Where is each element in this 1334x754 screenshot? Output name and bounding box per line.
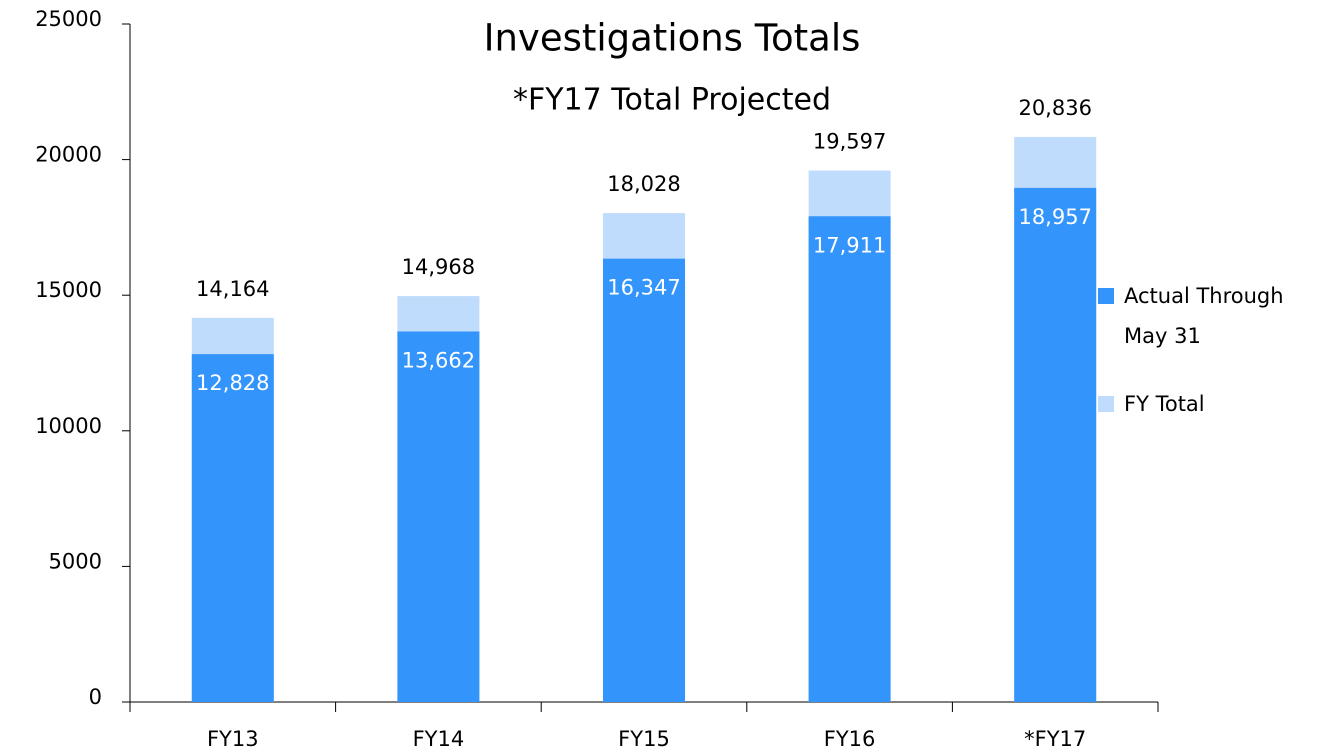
data-label: 12,828: [196, 371, 269, 395]
y-tick-label: 10000: [35, 414, 102, 438]
legend-swatch: [1098, 396, 1114, 412]
y-tick-label: 15000: [35, 278, 102, 302]
data-label: 17,911: [813, 233, 886, 257]
bar: [397, 331, 480, 702]
data-label: 16,347: [607, 276, 680, 300]
legend-label: FY Total: [1124, 392, 1205, 416]
bar: [1014, 187, 1097, 702]
data-label: 20,836: [1018, 96, 1091, 120]
y-tick-label: 0: [89, 685, 102, 709]
data-label: 19,597: [813, 130, 886, 154]
y-tick-label: 20000: [35, 143, 102, 167]
x-tick-label: *FY17: [1024, 727, 1086, 751]
data-label: 18,028: [607, 172, 680, 196]
chart-subtitle: *FY17 Total Projected: [513, 83, 831, 118]
x-tick-label: FY16: [824, 727, 876, 751]
x-tick-label: FY15: [618, 727, 670, 751]
chart-title: Investigations Totals: [484, 17, 861, 60]
bar: [808, 216, 891, 703]
x-tick-label: FY14: [413, 727, 465, 751]
x-tick-label: FY13: [207, 727, 259, 751]
bar: [191, 354, 274, 702]
y-tick-label: 5000: [49, 549, 102, 573]
legend-label: Actual Through May 31: [1124, 284, 1284, 348]
data-label: 14,164: [196, 277, 269, 301]
data-label: 13,662: [402, 348, 475, 372]
bar: [603, 258, 685, 702]
legend-swatch: [1098, 288, 1114, 304]
data-label: 18,957: [1018, 205, 1091, 229]
y-tick-label: 25000: [35, 7, 102, 31]
data-label: 14,968: [402, 255, 475, 279]
